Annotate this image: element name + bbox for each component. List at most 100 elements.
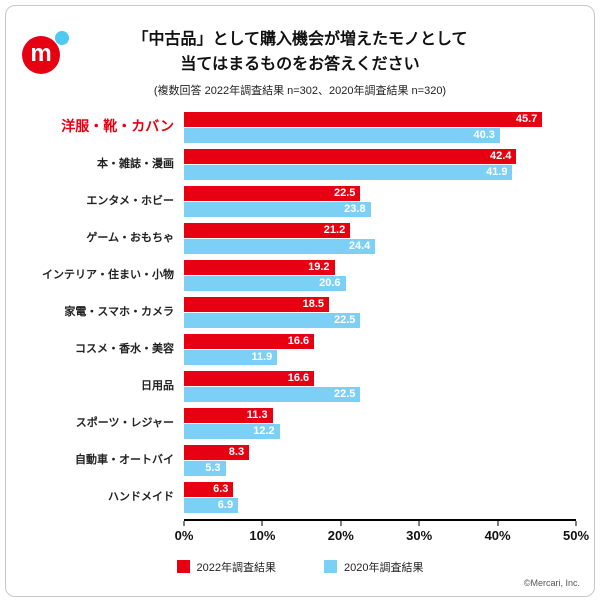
bar-value: 11.3 [246, 408, 268, 421]
bar-2020: 24.4 [184, 238, 376, 254]
axis-tick-label: 20% [327, 527, 354, 543]
chart-title-line1: 「中古品」として購入機会が増えたモノとして [132, 31, 468, 48]
bar-group: 11.3 12.2 [184, 407, 576, 439]
bar-2022: 21.2 [184, 222, 351, 238]
category-label: ゲーム・おもちゃ [86, 232, 174, 245]
chart-title-line2: 当てはまるものをお答えください [180, 55, 420, 73]
bar-group: 8.3 5.3 [184, 444, 576, 476]
axis-tick-mark [183, 520, 185, 526]
bar-2020: 22.5 [184, 386, 361, 402]
bar-2022: 19.2 [184, 259, 335, 275]
chart-row: ハンドメイド 6.3 6.9 [24, 481, 576, 513]
chart-row: 自動車・オートバイ 8.3 5.3 [24, 444, 576, 476]
bar-2020: 40.3 [184, 127, 500, 143]
bar-group: 16.6 11.9 [184, 333, 576, 365]
axis-tick-label: 0% [174, 527, 194, 543]
bar-group: 45.7 40.3 [184, 111, 576, 143]
bar-value: 12.2 [253, 424, 275, 437]
mercari-logo-letter: m [30, 40, 52, 67]
chart-row: 日用品 16.6 22.5 [24, 370, 576, 402]
category-label: インテリア・住まい・小物 [42, 269, 174, 282]
category-label: 自動車・オートバイ [75, 454, 174, 467]
axis-tick-label: 10% [249, 527, 276, 543]
axis-tick-mark [497, 520, 499, 526]
bar-value: 21.2 [323, 223, 346, 236]
chart-card: m 「中古品」として購入機会が増えたモノとして 当てはまるものをお答えください … [5, 5, 595, 597]
bar-2020: 12.2 [184, 423, 280, 439]
axis-tick-label: 50% [562, 527, 590, 543]
category-label: 洋服・靴・カバン [61, 118, 174, 135]
chart-row: 本・雑誌・漫画 42.4 41.9 [24, 148, 576, 180]
axis-tick-mark [340, 520, 342, 526]
bar-value: 22.5 [333, 387, 356, 400]
bar-group: 21.2 24.4 [184, 222, 576, 254]
bar-value: 19.2 [308, 260, 330, 273]
bar-value: 16.6 [287, 334, 310, 347]
bar-group: 6.3 6.9 [184, 481, 576, 513]
chart-row: スポーツ・レジャー 11.3 12.2 [24, 407, 576, 439]
mercari-logo-dot-icon [55, 31, 69, 45]
legend-item-2020: 2020年調査結果 [324, 559, 423, 575]
bar-2020: 5.3 [184, 460, 226, 476]
bar-value: 11.9 [251, 350, 273, 363]
bar-group: 19.2 20.6 [184, 259, 576, 291]
bar-2022: 42.4 [184, 148, 517, 164]
bar-2022: 45.7 [184, 111, 543, 127]
axis-tick-mark [261, 520, 263, 526]
bar-value: 45.7 [515, 112, 538, 125]
category-label: ハンドメイド [108, 491, 174, 504]
category-label: 日用品 [141, 380, 174, 393]
copyright-text: ©Mercari, Inc. [523, 578, 580, 588]
bar-value: 22.5 [333, 186, 356, 199]
legend-item-2022: 2022年調査結果 [176, 559, 276, 575]
bar-2020: 6.9 [184, 497, 239, 513]
legend: 2022年調査結果 2020年調査結果 [24, 559, 576, 575]
bar-value: 6.3 [213, 482, 229, 495]
bar-value: 6.9 [217, 498, 234, 511]
bar-value: 42.4 [489, 149, 512, 162]
category-label: エンタメ・ホビー [86, 195, 174, 208]
chart-row: インテリア・住まい・小物 19.2 20.6 [24, 259, 576, 291]
bar-value: 23.8 [344, 202, 366, 215]
bar-2020: 23.8 [184, 201, 371, 217]
bar-2022: 22.5 [184, 185, 361, 201]
chart-rows: 洋服・靴・カバン 45.7 40.3 本・雑誌・漫画 42.4 41.9 エンタメ・ホビー 2… [24, 111, 576, 513]
bar-2020: 11.9 [184, 349, 278, 365]
bar-value: 41.9 [486, 165, 508, 178]
legend-label-2022: 2022年調査結果 [196, 561, 276, 574]
bar-2022: 16.6 [184, 333, 315, 349]
chart-row: ゲーム・おもちゃ 21.2 24.4 [24, 222, 576, 254]
bar-2022: 18.5 [184, 296, 330, 312]
category-label: スポーツ・レジャー [75, 417, 174, 430]
bar-2022: 11.3 [184, 407, 273, 423]
legend-swatch-2022 [176, 560, 190, 574]
chart-row: 家電・スマホ・カメラ 18.5 22.5 [24, 296, 576, 328]
chart-row: 洋服・靴・カバン 45.7 40.3 [24, 111, 576, 143]
bar-group: 18.5 22.5 [184, 296, 576, 328]
legend-label-2020: 2020年調査結果 [344, 561, 424, 574]
axis-tick-label: 40% [484, 527, 511, 543]
category-label: コスメ・香水・美容 [75, 343, 174, 356]
category-label: 家電・スマホ・カメラ [64, 306, 174, 319]
chart-subtitle: (複数回答 2022年調査結果 n=302、2020年調査結果 n=320) [153, 84, 447, 97]
legend-swatch-2020 [324, 560, 337, 574]
bar-value: 16.6 [287, 371, 310, 384]
bar-value: 40.3 [473, 128, 495, 141]
chart-row: エンタメ・ホビー 22.5 23.8 [24, 185, 576, 217]
category-label: 本・雑誌・漫画 [97, 158, 174, 171]
bar-2020: 20.6 [184, 275, 346, 291]
bar-group: 22.5 23.8 [184, 185, 576, 217]
bar-chart: 洋服・靴・カバン 45.7 40.3 本・雑誌・漫画 42.4 41.9 エンタメ・ホビー 2… [24, 111, 589, 545]
bar-2022: 16.6 [184, 370, 315, 386]
axis-tick-mark [418, 520, 420, 526]
chart-header: 「中古品」として購入機会が増えたモノとして 当てはまるものをお答えください (複… [24, 22, 576, 98]
bar-2020: 22.5 [184, 312, 361, 328]
bar-value: 8.3 [228, 445, 245, 458]
axis-tick-label: 30% [406, 527, 433, 543]
bar-value: 20.6 [319, 276, 341, 289]
bar-value: 22.5 [333, 313, 356, 326]
bar-2022: 8.3 [184, 444, 250, 460]
bar-value: 24.4 [348, 239, 371, 252]
bar-2020: 41.9 [184, 164, 513, 180]
mercari-logo-circle-icon: m [22, 36, 60, 74]
